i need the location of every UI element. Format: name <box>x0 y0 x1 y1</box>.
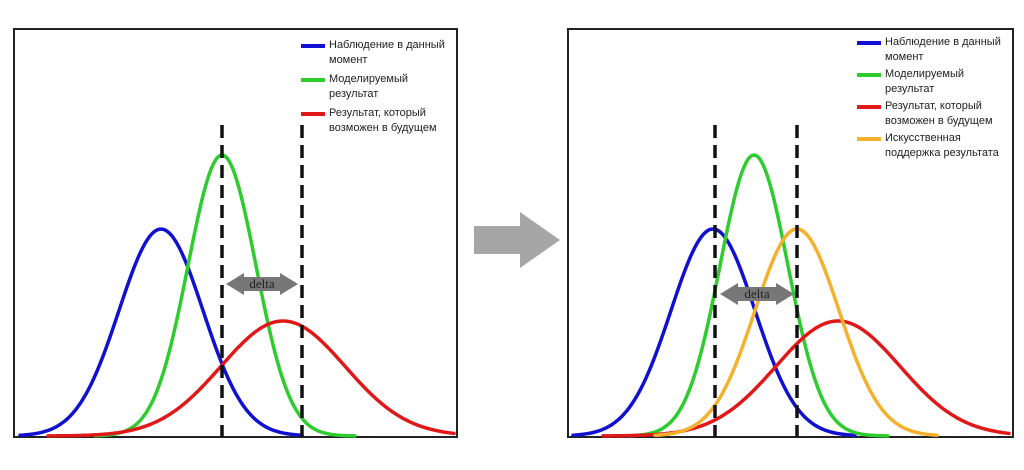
legend-item-future: Результат, который возможен в будущем <box>857 99 1015 129</box>
legend-label: Наблюдение в данный момент <box>329 39 445 66</box>
delta-label-right: delta <box>744 286 770 301</box>
legend-label: Результат, который возможен в будущем <box>885 100 993 127</box>
legend-item-future: Результат, который возможен в будущем <box>301 106 459 136</box>
legend-label: Моделируемый результат <box>885 68 964 95</box>
legend-item-support: Искусственная поддержка результата <box>857 131 1015 161</box>
legend-swatch-observation <box>301 44 325 48</box>
legend-label: Наблюдение в данный момент <box>885 36 1001 63</box>
legend-label: Результат, который возможен в будущем <box>329 107 437 134</box>
legend-swatch-modeled <box>857 73 881 77</box>
legend-swatch-modeled <box>301 78 325 82</box>
legend-left: Наблюдение в данный момент Моделируемый р… <box>301 38 459 140</box>
legend-item-modeled: Моделируемый результат <box>857 67 1015 97</box>
legend-label: Искусственная поддержка результата <box>885 132 999 159</box>
legend-item-observation: Наблюдение в данный момент <box>301 38 459 68</box>
legend-swatch-future <box>857 105 881 109</box>
legend-label: Моделируемый результат <box>329 73 408 100</box>
legend-swatch-observation <box>857 41 881 45</box>
legend-swatch-support <box>857 137 881 141</box>
legend-swatch-future <box>301 112 325 116</box>
legend-item-modeled: Моделируемый результат <box>301 72 459 102</box>
legend-item-observation: Наблюдение в данный момент <box>857 35 1015 65</box>
delta-label-left: delta <box>249 276 275 291</box>
legend-right: Наблюдение в данный момент Моделируемый р… <box>857 35 1015 163</box>
